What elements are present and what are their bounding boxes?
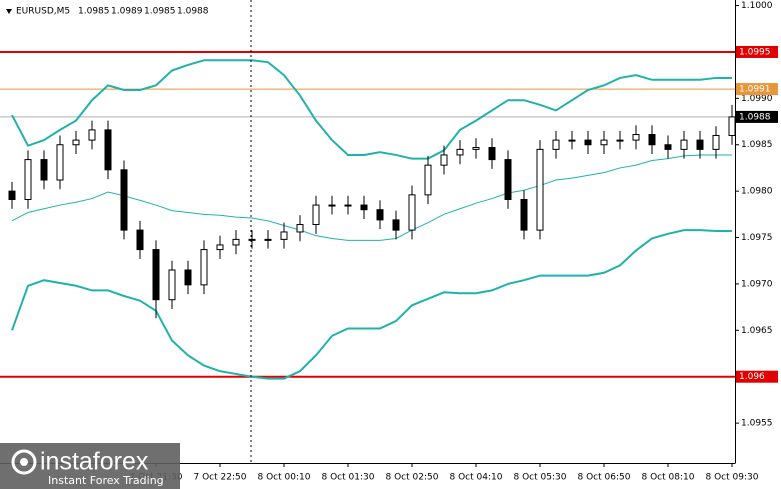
candle-body <box>408 194 416 231</box>
last-price-label: 1.0988 <box>739 112 771 122</box>
symbol-arrow <box>6 9 12 14</box>
candle-body <box>56 144 64 181</box>
level-label-box <box>736 370 778 383</box>
candle-body <box>376 209 384 221</box>
candle-body <box>136 229 144 251</box>
candle-body <box>104 129 112 171</box>
candle-body <box>312 204 320 226</box>
candle-body <box>216 244 224 251</box>
level-label-box <box>736 45 778 58</box>
candle-body <box>72 139 80 146</box>
quote-close: 1.0988 <box>177 7 209 17</box>
level-label-box <box>736 83 778 96</box>
x-tick-label: 8 Oct 05:30 <box>514 473 567 483</box>
quote-low: 1.0985 <box>144 7 176 17</box>
x-tick-label: 8 Oct 04:10 <box>450 473 503 483</box>
candle-body <box>248 238 256 241</box>
candle-body <box>8 190 16 200</box>
logo-icon <box>11 449 37 475</box>
y-tick-label: 1.0980 <box>741 187 773 197</box>
overlay: 1.1000 1.0990 1.0985 1.0980 1.0975 1.0970 1.09… <box>130 1 778 483</box>
candle-body <box>616 139 624 142</box>
candle-body <box>520 198 528 231</box>
candle-body <box>552 139 560 150</box>
x-tick-label: 8 Oct 02:50 <box>386 473 439 483</box>
last-price-box <box>736 110 778 123</box>
candle-body <box>328 204 336 207</box>
candle-body <box>392 219 400 231</box>
candle-body <box>440 154 448 166</box>
x-tick-label: 8 Oct 01:30 <box>322 473 375 483</box>
logo-dot <box>20 458 28 466</box>
x-tick-label: 8 Oct 09:30 <box>706 473 759 483</box>
candle-body <box>232 238 240 246</box>
candle-body <box>648 134 656 146</box>
candle-body <box>200 249 208 286</box>
quote-open: 1.0985 <box>78 7 110 17</box>
level-label: 1.0991 <box>739 85 771 95</box>
x-tick-label: 7 Oct 22:50 <box>194 473 247 483</box>
candle-body <box>568 139 576 142</box>
candle-body <box>584 139 592 146</box>
quote-high: 1.0989 <box>111 7 143 17</box>
y-tick-label: 1.0965 <box>741 326 773 336</box>
brand: instaforex <box>40 448 149 476</box>
watermark-box <box>0 443 180 489</box>
indicator-line <box>11 59 732 160</box>
symbol: EURUSD,M5 <box>16 7 70 17</box>
candle-body <box>712 134 720 150</box>
candle-body <box>296 224 304 233</box>
candle-body <box>456 148 464 156</box>
level-label: 1.0995 <box>739 47 771 57</box>
candle-body <box>696 139 704 150</box>
y-tick-label: 1.0975 <box>741 233 773 243</box>
indicator-line <box>11 154 732 241</box>
indicator-line <box>11 229 732 380</box>
plot-area <box>0 50 736 380</box>
candle-body <box>488 147 496 161</box>
level-label: 1.096 <box>739 372 765 382</box>
candle-body <box>424 164 432 196</box>
candle-body <box>168 269 176 301</box>
candle-body <box>280 231 288 240</box>
candle-body <box>504 159 512 200</box>
y-tick-label: 1.0990 <box>741 94 773 104</box>
y-tick-label: 1.0955 <box>741 419 773 429</box>
candle-body <box>536 148 544 231</box>
candle-body <box>600 139 608 146</box>
x-tick-label: 8 Oct 00:10 <box>258 473 311 483</box>
candle-body <box>264 238 272 241</box>
candle-body <box>120 169 128 231</box>
candle-body <box>360 204 368 211</box>
candle-body <box>632 134 640 141</box>
x-tick-label: 8 Oct 06:50 <box>578 473 631 483</box>
candle-body <box>184 269 192 286</box>
candle-body <box>728 116 736 136</box>
y-tick-label: 1.1000 <box>741 1 773 11</box>
candle-body <box>344 204 352 207</box>
candle-body <box>680 139 688 150</box>
watermark: instaforex Instant Forex Trading <box>0 443 180 489</box>
candle-body <box>472 147 480 150</box>
candle-body <box>152 249 160 301</box>
tagline: Instant Forex Trading <box>48 474 164 487</box>
y-tick-label: 1.0985 <box>741 140 773 150</box>
y-tick-label: 1.0970 <box>741 279 773 289</box>
x-tick-label: 8 Oct 08:10 <box>642 473 695 483</box>
candle-body <box>88 129 96 141</box>
candle-body <box>24 159 32 200</box>
candle-body <box>664 144 672 150</box>
candle-body <box>40 159 48 181</box>
